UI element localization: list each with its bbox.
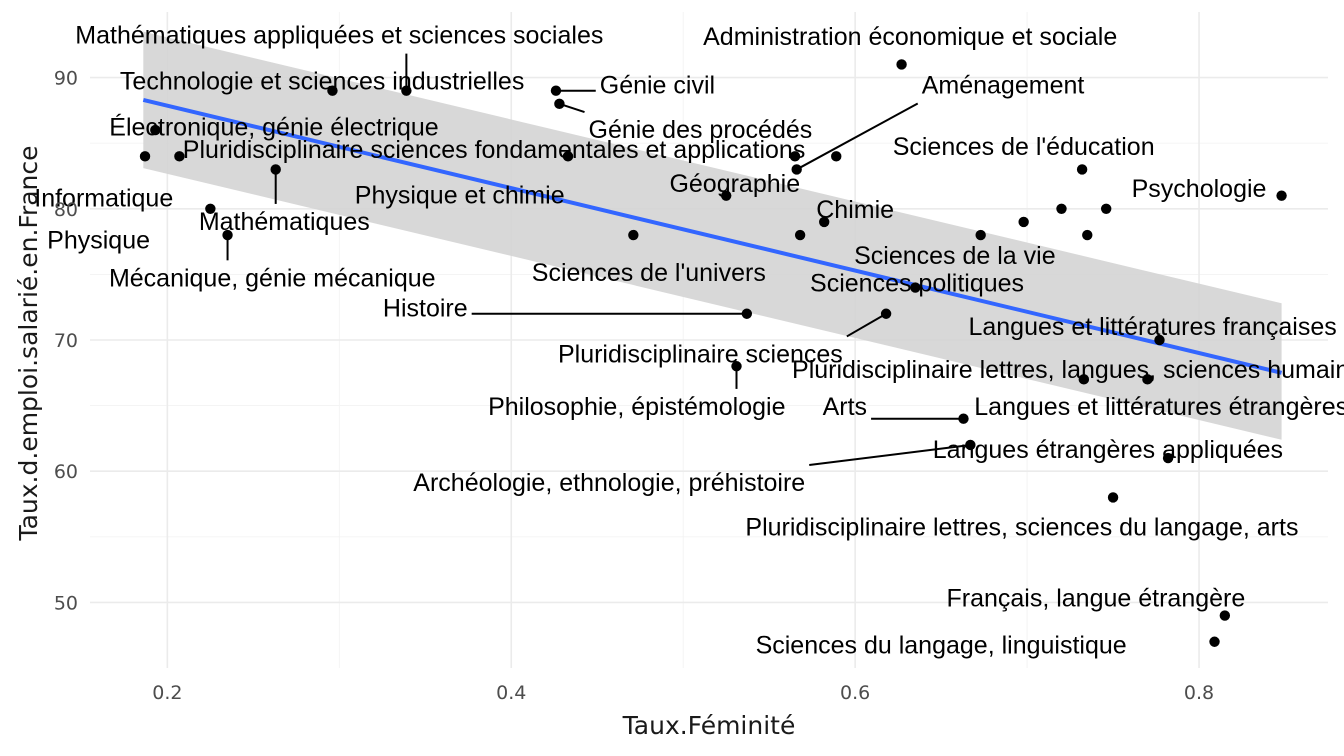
label-leaders	[226, 53, 971, 467]
point-label: Informatique	[34, 184, 173, 212]
point-labels: Mathématiques appliquées et sciences soc…	[34, 22, 1344, 660]
data-point	[975, 229, 986, 241]
point-label: Psychologie	[1132, 175, 1267, 203]
y-tick-label: 50	[54, 592, 78, 614]
data-point	[1078, 374, 1090, 385]
point-label: Sciences du langage, linguistique	[756, 632, 1127, 660]
point-label: Mathématiques	[199, 208, 370, 236]
data-point	[1219, 610, 1231, 621]
y-axis-title: Taux.d.emploi.salarié.en.France	[14, 145, 43, 541]
data-point	[139, 151, 151, 162]
label-leader-line	[809, 443, 971, 467]
data-point	[1107, 492, 1119, 503]
data-point	[150, 124, 161, 136]
point-label: Électronique, génie électrique	[109, 112, 438, 141]
point-label: Génie des procédés	[589, 116, 813, 144]
data-point	[174, 151, 185, 162]
data-point	[965, 439, 976, 451]
x-tick-label: 0.6	[840, 682, 870, 704]
point-label: Aménagement	[922, 71, 1085, 99]
x-axis-ticks: 0.2 0.4 0.6 0.8	[152, 682, 1214, 704]
x-tick-label: 0.2	[152, 682, 182, 704]
data-point	[628, 229, 639, 241]
point-label: Sciences de la vie	[854, 242, 1056, 270]
data-point	[1162, 452, 1174, 464]
point-label: Langues étrangères appliquées	[933, 436, 1283, 464]
data-point	[958, 413, 969, 424]
y-tick-label: 90	[54, 68, 78, 90]
data-point	[1100, 203, 1112, 214]
data-point	[910, 282, 921, 293]
point-label: Langues et littératures étrangères	[974, 393, 1344, 421]
point-label: Arts	[823, 393, 867, 421]
data-point	[562, 151, 574, 162]
point-label: Administration économique et sociale	[703, 23, 1117, 51]
point-label: Géographie	[669, 170, 800, 198]
data-point	[1276, 190, 1287, 201]
point-label: Histoire	[383, 295, 468, 323]
data-point	[896, 59, 907, 70]
label-leader-line	[846, 312, 887, 338]
data-point	[1082, 229, 1093, 241]
data-point	[741, 308, 753, 319]
data-point	[205, 203, 216, 214]
y-tick-label: 80	[54, 199, 78, 221]
data-point	[831, 151, 842, 162]
point-label: Génie civil	[600, 71, 715, 99]
data-point	[270, 164, 281, 175]
data-point	[880, 308, 892, 319]
data-point	[1209, 636, 1220, 647]
data-point	[720, 190, 732, 201]
label-leader-line	[796, 102, 919, 171]
data-point	[791, 164, 802, 175]
data-point	[1056, 203, 1067, 214]
point-label: Mécanique, génie mécanique	[109, 264, 436, 292]
point-label: Physique	[47, 226, 150, 254]
data-point	[731, 361, 742, 372]
data-point	[1018, 216, 1029, 228]
point-label: Sciences de l'univers	[532, 259, 766, 287]
data-point	[789, 151, 801, 162]
point-label: Physique et chimie	[355, 182, 565, 210]
data-point	[550, 85, 562, 96]
regression-line	[142, 97, 1283, 375]
data-points	[139, 59, 1287, 647]
y-axis-ticks: 50 60 70 80 90	[54, 68, 78, 615]
point-label: Philosophie, épistémologie	[488, 393, 785, 421]
data-point	[1154, 334, 1165, 346]
data-point	[222, 229, 233, 241]
data-point	[1142, 374, 1153, 385]
data-point	[819, 216, 830, 228]
point-label: Pluridisciplinaire lettres, langues, sci…	[792, 356, 1344, 384]
data-point	[554, 98, 565, 110]
point-label: Pluridisciplinaire sciences	[558, 340, 843, 368]
point-label: Technologie et sciences industrielles	[120, 68, 524, 96]
point-label: Français, langue étrangère	[946, 584, 1245, 612]
point-label: Langues et littératures françaises	[968, 313, 1336, 341]
data-point	[327, 85, 338, 96]
y-tick-label: 70	[54, 330, 78, 352]
point-label: Pluridisciplinaire lettres, sciences du …	[745, 514, 1298, 542]
data-point	[1076, 164, 1088, 175]
x-axis-title: Taux.Féminité	[622, 711, 796, 740]
trend-line	[142, 97, 1283, 375]
point-label: Archéologie, ethnologie, préhistoire	[413, 469, 805, 497]
x-tick-label: 0.8	[1184, 682, 1214, 704]
x-tick-label: 0.4	[496, 682, 526, 704]
point-label: Pluridisciplinaire sciences fondamentale…	[183, 136, 806, 164]
data-point	[401, 85, 412, 96]
data-point	[794, 229, 806, 241]
point-label: Chimie	[816, 196, 894, 224]
point-label: Mathématiques appliquées et sciences soc…	[75, 22, 603, 50]
point-label: Sciences politiques	[810, 270, 1024, 298]
y-tick-label: 60	[54, 461, 78, 483]
point-label: Sciences de l'éducation	[893, 133, 1155, 161]
